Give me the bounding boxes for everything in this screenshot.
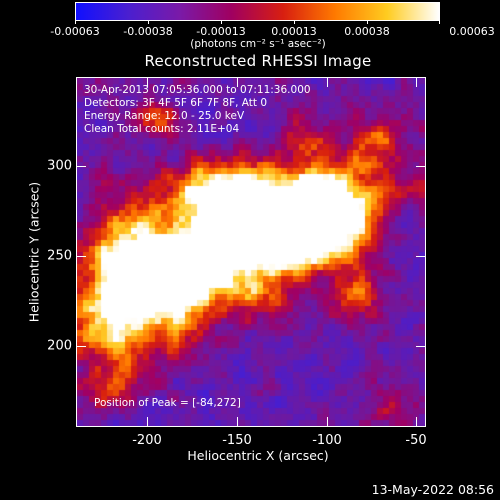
colorbar-tick-label: -0.00063 <box>50 25 100 38</box>
colorbar-units: (photons cm⁻² s⁻¹ asec⁻²) <box>190 38 326 50</box>
y-tick <box>416 166 425 167</box>
y-tick <box>77 346 86 347</box>
colorbar-tick-label: -0.00038 <box>123 25 173 38</box>
info-time-range: 30-Apr-2013 07:05:36.000 to 07:11:36.000 <box>84 84 311 96</box>
info-detectors: Detectors: 3F 4F 5F 6F 7F 8F, Att 0 <box>84 97 268 109</box>
x-tick <box>327 417 328 426</box>
plot-title: Reconstructed RHESSI Image <box>144 52 372 70</box>
x-tick-label: -50 <box>405 433 427 448</box>
colorbar-tick <box>294 20 295 24</box>
y-tick <box>77 256 86 257</box>
y-axis-label: Heliocentric Y (arcsec) <box>26 181 42 323</box>
x-tick-label: -200 <box>132 433 162 448</box>
colorbar-tick <box>148 20 149 24</box>
colorbar-tick <box>439 20 440 24</box>
colorbar-tick <box>221 20 222 24</box>
x-tick <box>327 78 328 87</box>
info-energy-range: Energy Range: 12.0 - 25.0 keV <box>84 110 245 122</box>
x-tick <box>237 417 238 426</box>
y-tick-label: 200 <box>47 338 72 354</box>
colorbar-tick <box>367 20 368 24</box>
info-peak-position: Position of Peak = [-84,272] <box>94 397 241 409</box>
x-tick <box>416 417 417 426</box>
x-tick <box>416 78 417 87</box>
x-tick <box>237 78 238 87</box>
y-tick-label: 250 <box>47 248 72 264</box>
colorbar <box>75 2 440 21</box>
plot-timestamp: 13-May-2022 08:56 <box>371 482 494 497</box>
x-tick <box>147 417 148 426</box>
x-tick-label: -150 <box>222 433 252 448</box>
y-tick <box>416 346 425 347</box>
y-tick <box>77 166 86 167</box>
x-axis-label: Heliocentric X (arcsec) <box>187 448 329 463</box>
colorbar-tick-label: -0.00013 <box>196 25 246 38</box>
x-tick-label: -100 <box>312 433 342 448</box>
y-tick <box>416 256 425 257</box>
colorbar-tick-label: 0.00038 <box>344 25 390 38</box>
info-clean-counts: Clean Total counts: 2.11E+04 <box>84 123 240 135</box>
colorbar-tick <box>75 20 76 24</box>
heatmap-plot <box>76 77 426 427</box>
x-tick <box>147 78 148 87</box>
heatmap-image <box>77 78 425 426</box>
colorbar-tick-label: 0.00063 <box>449 25 495 38</box>
y-tick-label: 300 <box>47 158 72 174</box>
colorbar-tick-label: 0.00013 <box>271 25 317 38</box>
